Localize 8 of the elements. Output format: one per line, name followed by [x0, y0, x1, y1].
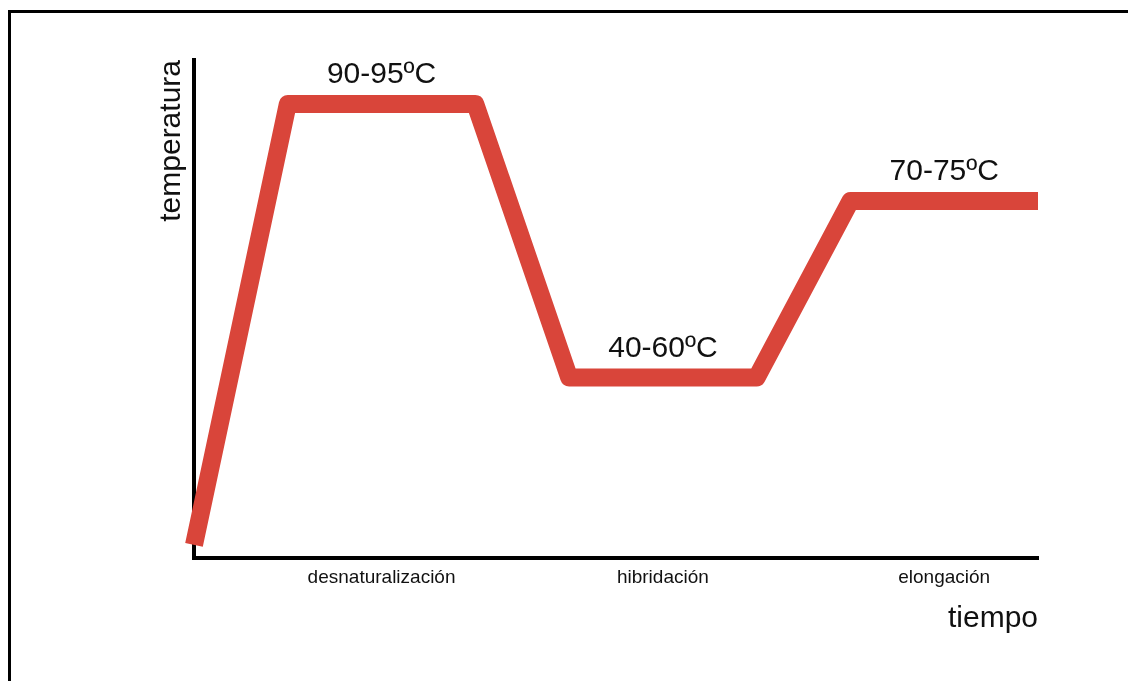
- annotation: 70-75ºC: [889, 153, 999, 187]
- annotation: 40-60ºC: [608, 329, 718, 363]
- x-tick-label: hibridación: [616, 565, 709, 587]
- y-axis-title: temperatura: [153, 59, 187, 222]
- x-axis-title: tiempo: [947, 600, 1038, 634]
- annotation: 90-95ºC: [326, 56, 437, 90]
- x-tick-label: desnaturalización: [307, 565, 456, 587]
- x-tick-label: elongación: [898, 565, 991, 587]
